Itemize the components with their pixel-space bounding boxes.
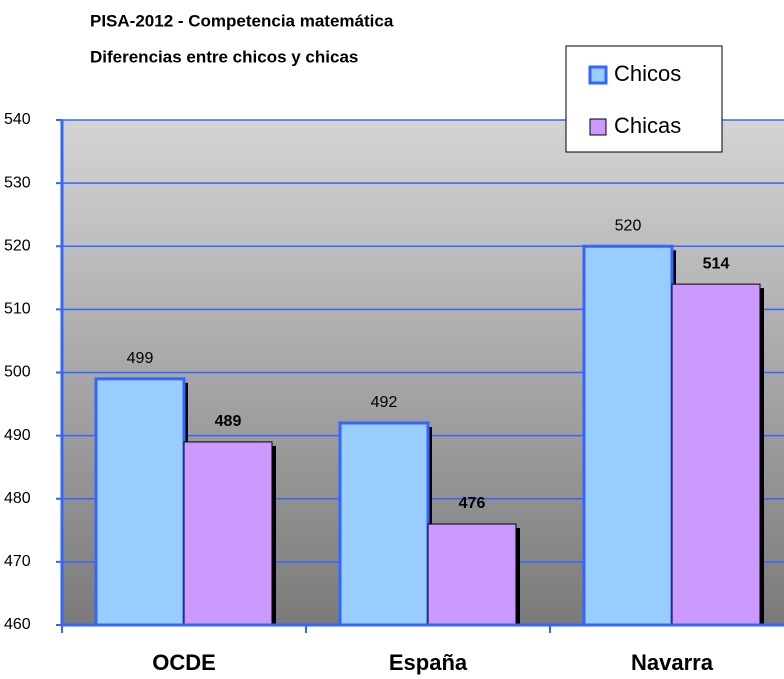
y-tick-label: 500 xyxy=(4,364,31,381)
bar xyxy=(183,441,273,626)
value-label: 499 xyxy=(127,350,154,367)
y-tick-label: 510 xyxy=(4,301,31,318)
marks: 499 489 492 476 520 514 xyxy=(56,119,784,633)
value-label: 489 xyxy=(215,413,242,430)
value-label: 492 xyxy=(371,394,398,411)
chart-title: PISA-2012 - Competencia matemática xyxy=(90,11,394,30)
bar xyxy=(671,283,761,626)
legend-label: Chicas xyxy=(614,113,681,138)
bar xyxy=(94,377,186,627)
value-label: 476 xyxy=(459,495,486,512)
bar xyxy=(427,523,517,626)
y-tick-label: 480 xyxy=(4,490,31,507)
chart-subtitle: Diferencias entre chicos y chicas xyxy=(90,47,358,66)
y-tick-label: 490 xyxy=(4,427,31,444)
legend-swatch xyxy=(589,118,607,136)
y-tick-label: 470 xyxy=(4,553,31,570)
x-tick-label: España xyxy=(389,650,468,675)
legend-swatch xyxy=(588,65,608,85)
x-tick-label: OCDE xyxy=(152,650,216,675)
value-label: 514 xyxy=(703,255,730,272)
y-tick-label: 540 xyxy=(4,111,31,128)
y-tick-label: 460 xyxy=(4,616,31,633)
bar xyxy=(582,244,674,627)
value-label: 520 xyxy=(615,217,642,234)
legend-label: Chicos xyxy=(614,61,681,86)
y-tick-label: 520 xyxy=(4,237,31,254)
bar xyxy=(338,421,430,627)
y-tick-label: 530 xyxy=(4,174,31,191)
x-tick-label: Navarra xyxy=(631,650,714,675)
